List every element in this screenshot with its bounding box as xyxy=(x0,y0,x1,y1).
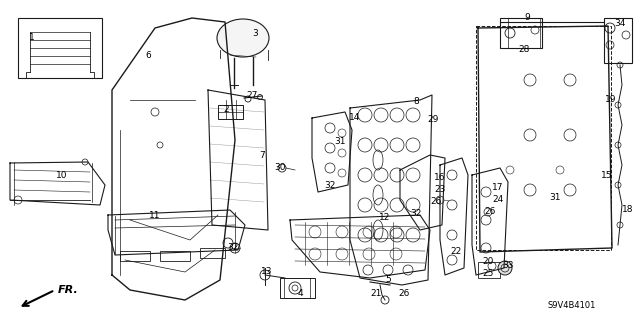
Text: 15: 15 xyxy=(601,172,612,181)
Text: 8: 8 xyxy=(413,98,419,107)
Text: 7: 7 xyxy=(259,151,265,160)
Text: 26: 26 xyxy=(398,288,410,298)
Text: 16: 16 xyxy=(435,174,445,182)
Text: 3: 3 xyxy=(252,28,258,38)
Bar xyxy=(160,251,190,261)
Text: 18: 18 xyxy=(622,205,634,214)
Text: S9V4B4101: S9V4B4101 xyxy=(548,301,596,310)
Text: 24: 24 xyxy=(492,196,504,204)
Text: 27: 27 xyxy=(246,91,258,100)
Text: 31: 31 xyxy=(549,194,561,203)
Text: 2: 2 xyxy=(223,106,229,115)
Text: 9: 9 xyxy=(524,13,530,23)
Text: 26: 26 xyxy=(430,197,442,205)
Text: 11: 11 xyxy=(149,211,161,219)
Text: 22: 22 xyxy=(451,248,461,256)
Ellipse shape xyxy=(217,19,269,57)
Text: 19: 19 xyxy=(605,95,617,105)
Text: 26: 26 xyxy=(484,207,496,217)
Text: 4: 4 xyxy=(297,290,303,299)
Bar xyxy=(280,278,315,298)
Text: 33: 33 xyxy=(502,262,514,271)
Bar xyxy=(476,26,611,250)
Text: 25: 25 xyxy=(483,269,493,278)
Bar xyxy=(120,251,150,261)
Text: 1: 1 xyxy=(29,33,35,42)
Bar xyxy=(200,248,225,258)
Text: 5: 5 xyxy=(385,276,391,285)
Text: 31: 31 xyxy=(334,137,346,146)
Text: 29: 29 xyxy=(428,115,438,124)
Text: 6: 6 xyxy=(145,50,151,60)
Bar xyxy=(18,18,102,78)
Circle shape xyxy=(498,261,512,275)
Text: 28: 28 xyxy=(518,46,530,55)
Text: 32: 32 xyxy=(410,210,422,219)
Text: 34: 34 xyxy=(614,19,626,28)
Bar xyxy=(604,18,632,63)
Text: 17: 17 xyxy=(492,183,504,192)
Bar xyxy=(218,105,243,119)
Text: 12: 12 xyxy=(380,213,390,222)
Text: 14: 14 xyxy=(349,114,361,122)
Text: 23: 23 xyxy=(435,186,445,195)
Text: 30: 30 xyxy=(275,164,285,173)
Text: 32: 32 xyxy=(324,181,336,189)
Text: 20: 20 xyxy=(483,257,493,266)
Text: FR.: FR. xyxy=(58,285,79,295)
Text: 10: 10 xyxy=(56,170,68,180)
Text: 32: 32 xyxy=(227,243,239,253)
Text: 21: 21 xyxy=(371,288,381,298)
Bar xyxy=(478,262,500,278)
Text: 13: 13 xyxy=(261,268,273,277)
Bar xyxy=(500,18,542,48)
